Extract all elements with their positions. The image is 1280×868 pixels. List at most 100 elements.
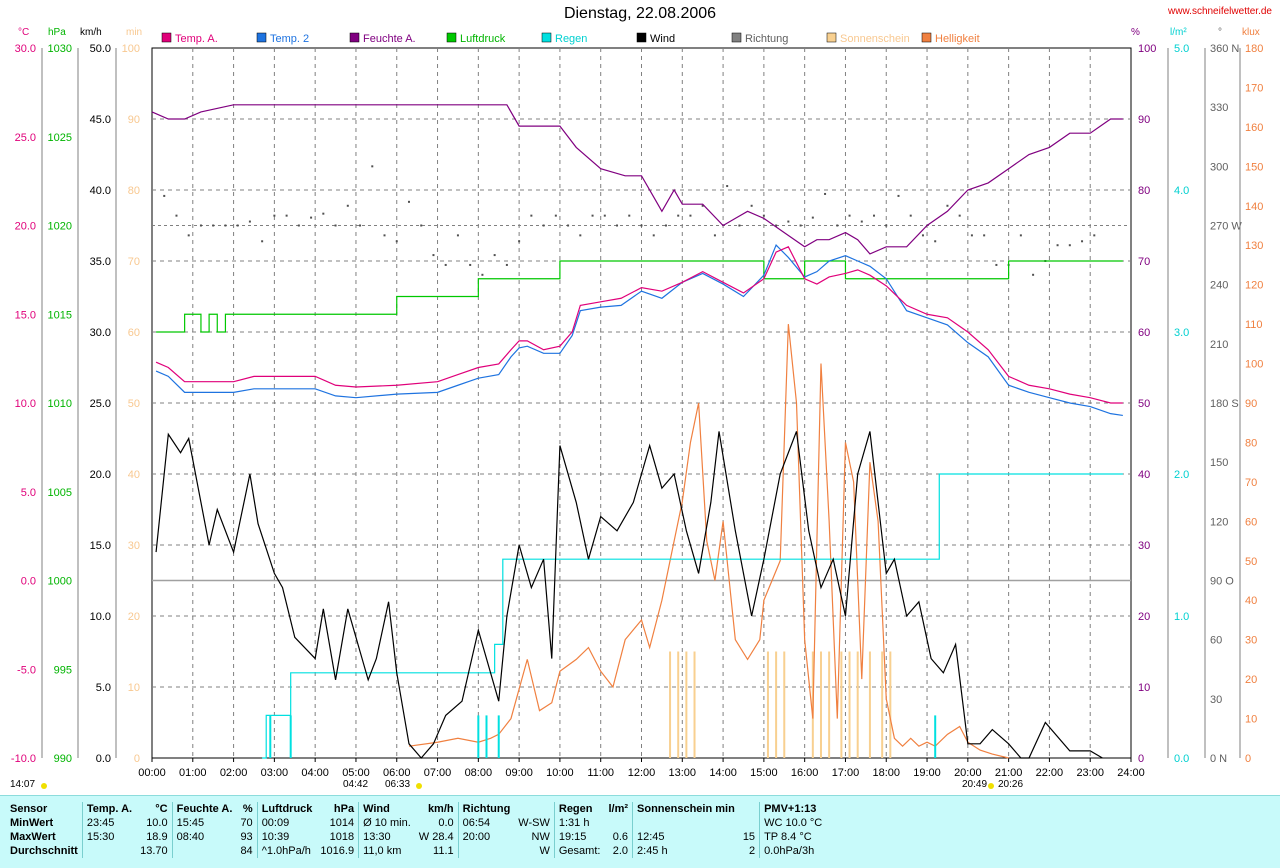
- brightness-tick-label: 120: [1245, 280, 1263, 292]
- brightness-line: [408, 324, 1009, 759]
- direction-point: [236, 224, 239, 227]
- sun-icon: [988, 783, 994, 789]
- x-tick-label: 20:00: [954, 767, 982, 779]
- stats-cell: 15:30: [81, 830, 137, 844]
- stats-cell: 19:15: [553, 830, 605, 844]
- x-tick-label: 01:00: [179, 767, 207, 779]
- direction-point: [187, 234, 190, 237]
- wind-tick-label: 10.0: [90, 611, 111, 623]
- direction-point: [811, 216, 814, 219]
- direction-point: [775, 224, 778, 227]
- brightness-tick-label: 140: [1245, 201, 1263, 213]
- direction-point: [909, 214, 912, 217]
- rain-tick-label: 0.0: [1174, 753, 1189, 765]
- humidity-unit-label: %: [1131, 27, 1140, 38]
- humidity-tick-label: 30: [1138, 540, 1150, 552]
- direction-point: [285, 214, 288, 217]
- direction-point: [1056, 244, 1059, 247]
- tempA-line: [155, 246, 1123, 404]
- direction-point: [591, 214, 594, 217]
- direction-point: [322, 212, 325, 215]
- brightness-tick-label: 80: [1245, 437, 1257, 449]
- wind-tick-label: 20.0: [90, 469, 111, 481]
- direction-point: [836, 224, 839, 227]
- sun-tick-label: 60: [128, 327, 140, 339]
- brightness-tick-label: 30: [1245, 635, 1257, 647]
- brightness-tick-label: 60: [1245, 516, 1257, 528]
- wind-tick-label: 40.0: [90, 185, 111, 197]
- direction-point: [444, 263, 447, 266]
- direction-point: [885, 224, 888, 227]
- direction-point: [420, 224, 423, 227]
- stats-cell: [739, 816, 760, 830]
- direction-point: [762, 214, 765, 217]
- direction-point: [1093, 234, 1096, 237]
- direction-point: [199, 224, 202, 227]
- sun-tick-label: 70: [128, 256, 140, 268]
- rain-tick-label: 3.0: [1174, 327, 1189, 339]
- stats-cell: 13:30: [358, 830, 415, 844]
- stats-h-sunshine: Sonnenschein min: [632, 802, 739, 816]
- stats-cell: MaxWert: [10, 831, 56, 843]
- stats-cell: [81, 844, 137, 858]
- brightness-tick-label: 110: [1245, 319, 1263, 331]
- direction-point: [567, 224, 570, 227]
- stats-cell: 93: [240, 831, 253, 843]
- temp-tick-label: 15.0: [15, 309, 36, 321]
- legend-swatch: [161, 32, 172, 43]
- stats-cell: [604, 816, 632, 830]
- pressure-tick-label: 1020: [48, 221, 72, 233]
- direction-point: [970, 234, 973, 237]
- rain-unit-label: l/m²: [1170, 27, 1187, 38]
- brightness-tick-label: 170: [1245, 82, 1263, 94]
- pressure-tick-label: 1015: [48, 309, 72, 321]
- humidity-tick-label: 20: [1138, 611, 1150, 623]
- humidity-line: [151, 104, 1123, 255]
- x-tick-label: 12:00: [628, 767, 656, 779]
- stats-cell: W 28.4: [418, 831, 454, 843]
- humidity-tick-label: 60: [1138, 327, 1150, 339]
- x-tick-label: 24:00: [1117, 767, 1145, 779]
- legend-swatch: [349, 32, 360, 43]
- x-tick-label: 14:00: [709, 767, 737, 779]
- x-tick-label: 16:00: [791, 767, 819, 779]
- time-annotation: 14:07: [10, 779, 35, 790]
- stats-h-temp-unit: °C: [155, 803, 168, 815]
- stats-cell: 1016.9: [320, 845, 355, 857]
- pressure-tick-label: 1025: [48, 132, 72, 144]
- stats-cell: 1014: [329, 817, 355, 829]
- direction-point: [921, 234, 924, 237]
- direction-point: [334, 224, 337, 227]
- stats-cell: [457, 844, 515, 858]
- temp-tick-label: 5.0: [21, 487, 36, 499]
- brightness-tick-label: 130: [1245, 240, 1263, 252]
- x-tick-label: 22:00: [1036, 767, 1064, 779]
- direction-unit-label: °: [1218, 27, 1222, 38]
- temp-tick-label: 25.0: [15, 132, 36, 144]
- stats-cell: [632, 816, 739, 830]
- x-tick-label: 06:00: [383, 767, 411, 779]
- stats-cell: NW: [531, 831, 550, 843]
- direction-point: [983, 234, 986, 237]
- stats-cell: 13.70: [140, 845, 168, 857]
- stats-h-pressure: Luftdruck: [256, 802, 317, 816]
- website-link[interactable]: www.schneifelwetter.de: [1168, 6, 1272, 17]
- direction-point: [224, 224, 227, 227]
- legend-swatch: [256, 32, 267, 43]
- direction-tick-label: 120: [1210, 516, 1228, 528]
- temp-tick-label: 30.0: [15, 43, 36, 55]
- x-tick-label: 13:00: [669, 767, 697, 779]
- legend-swatch: [921, 32, 932, 43]
- x-tick-label: 08:00: [465, 767, 493, 779]
- direction-point: [163, 194, 166, 197]
- stats-h-temp: Temp. A.: [81, 802, 137, 816]
- legend-label: Sonnenschein: [840, 33, 910, 45]
- brightness-tick-label: 20: [1245, 674, 1257, 686]
- stats-row-avg: Durchschnitt 13.70 84 ^1.0hPa/h 1016.9 1…: [6, 844, 827, 858]
- direction-point: [530, 214, 533, 217]
- rain-line: [262, 473, 1123, 759]
- wind-tick-label: 5.0: [96, 682, 111, 694]
- sun-tick-label: 80: [128, 185, 140, 197]
- x-tick-label: 18:00: [872, 767, 900, 779]
- sun-icon: [41, 783, 47, 789]
